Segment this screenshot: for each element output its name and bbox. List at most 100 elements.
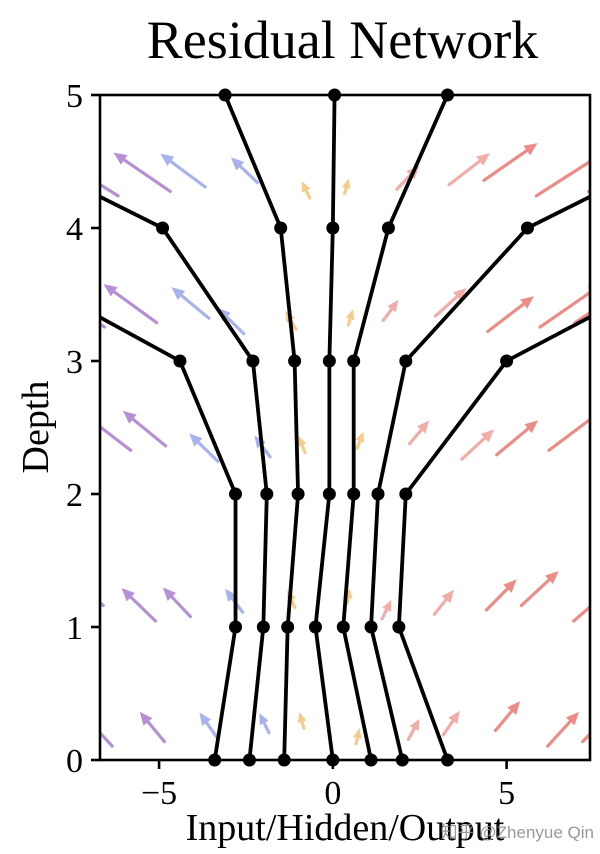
- quiver-arrow-shaft: [433, 293, 461, 318]
- quiver-arrow-shaft: [127, 594, 158, 623]
- quiver-arrow-head: [355, 431, 365, 443]
- quiver-arrow-shaft: [145, 718, 167, 744]
- quiver-arrow-head: [448, 710, 460, 725]
- quiver-arrow-shaft: [100, 600, 105, 608]
- data-point-marker: [392, 620, 406, 634]
- x-tick-label: −5: [141, 775, 177, 812]
- quiver-arrow-head: [441, 589, 454, 604]
- data-point-marker: [281, 620, 295, 634]
- y-tick-label: 5: [66, 78, 83, 115]
- quiver-arrow-head: [122, 410, 137, 424]
- quiver-arrow-shaft: [178, 292, 211, 320]
- data-point-marker: [381, 221, 395, 235]
- data-point-marker: [399, 354, 413, 368]
- quiver-arrow-head: [409, 718, 420, 731]
- data-point-marker: [347, 354, 361, 368]
- data-point-marker: [364, 753, 378, 767]
- quiver-arrow-head: [171, 287, 186, 300]
- data-point-marker: [371, 487, 385, 501]
- quiver-arrow-head: [523, 143, 538, 156]
- quiver-arrow-shaft: [223, 313, 246, 336]
- x-tick-label: 0: [324, 775, 341, 812]
- data-point-marker: [277, 753, 291, 767]
- quiver-arrow-head: [301, 181, 311, 193]
- quiver-arrow-shaft: [519, 576, 553, 608]
- quiver-arrow-head: [80, 711, 93, 725]
- quiver-arrow-shaft: [484, 585, 511, 612]
- axis-ticks: 0 1 2 3 4 5 −5 0 5: [66, 78, 515, 812]
- quiver-arrow-head: [58, 566, 72, 579]
- data-point-marker: [256, 620, 270, 634]
- data-point-marker: [308, 620, 322, 634]
- trajectory-1: [100, 315, 238, 760]
- data-point-marker: [208, 753, 222, 767]
- trajectory-2: [100, 194, 269, 760]
- x-axis-label: Input/Hidden/Output: [185, 807, 505, 849]
- trajectory-4: [313, 95, 337, 760]
- quiver-arrow-shaft: [100, 322, 107, 329]
- quiver-arrow-head: [162, 587, 177, 601]
- quiver-arrow-head: [565, 711, 579, 726]
- quiver-arrow-shaft: [261, 719, 271, 735]
- quiver-arrow-head: [545, 571, 559, 585]
- quiver-arrow-shaft: [534, 159, 590, 198]
- data-point-marker: [322, 487, 336, 501]
- quiver-arrow-shaft: [381, 306, 395, 323]
- data-point-marker: [395, 753, 409, 767]
- data-point-marker: [246, 354, 260, 368]
- data-point-marker: [520, 221, 534, 235]
- quiver-arrow-head: [382, 600, 392, 612]
- quiver-arrow-head: [524, 420, 539, 434]
- quiver-arrow-head: [297, 712, 307, 723]
- x-tick-label: 5: [498, 775, 515, 812]
- data-point-marker: [441, 753, 455, 767]
- quiver-arrow-head: [387, 299, 399, 313]
- quiver-arrow-shaft: [547, 417, 590, 452]
- quiver-arrow-shaft: [237, 163, 260, 185]
- data-point-marker: [218, 88, 232, 102]
- watermark: 知乎 @Zhenyue Qin: [440, 823, 594, 842]
- quiver-arrow-head: [36, 281, 50, 293]
- quiver-arrow-head: [507, 701, 521, 715]
- data-point-marker: [399, 487, 413, 501]
- data-point-marker: [336, 620, 350, 634]
- data-points: [156, 88, 534, 767]
- y-axis-label: Depth: [15, 380, 57, 474]
- quiver-field: [36, 143, 600, 748]
- quiver-arrow-shaft: [432, 596, 449, 616]
- data-point-marker: [288, 354, 302, 368]
- quiver-arrow-head: [297, 435, 307, 447]
- data-point-marker: [322, 354, 336, 368]
- quiver-arrow-shaft: [581, 731, 590, 744]
- quiver-arrow-head: [345, 309, 355, 321]
- y-tick-label: 1: [66, 610, 83, 647]
- quiver-arrow-shaft: [460, 435, 488, 461]
- quiver-arrow-shaft: [447, 158, 483, 187]
- quiver-arrow-head: [230, 157, 245, 171]
- quiver-arrow-shaft: [110, 289, 159, 325]
- data-point-marker: [500, 354, 514, 368]
- data-point-marker: [326, 221, 340, 235]
- trajectory-6: [369, 194, 590, 760]
- quiver-arrow-shaft: [120, 157, 172, 194]
- quiver-arrow-head: [476, 153, 491, 166]
- quiver-arrow-shaft: [482, 147, 531, 182]
- quiver-arrow-shaft: [100, 730, 114, 748]
- quiver-arrow-head: [453, 287, 467, 302]
- y-tick-label: 3: [66, 344, 83, 381]
- quiver-arrow-shaft: [129, 416, 168, 448]
- quiver-arrow-shaft: [572, 604, 590, 623]
- trajectories: [100, 95, 590, 760]
- quiver-arrow-head: [593, 151, 600, 163]
- quiver-arrow-head: [113, 152, 128, 165]
- quiver-arrow-shaft: [538, 290, 590, 329]
- quiver-arrow-head: [520, 296, 534, 309]
- quiver-arrow-shaft: [493, 707, 515, 733]
- quiver-arrow-head: [103, 284, 118, 297]
- quiver-arrow-shaft: [203, 719, 219, 739]
- data-point-marker: [242, 753, 256, 767]
- data-point-marker: [156, 221, 170, 235]
- quiver-arrow-shaft: [195, 439, 220, 464]
- quiver-arrow-head: [79, 411, 93, 424]
